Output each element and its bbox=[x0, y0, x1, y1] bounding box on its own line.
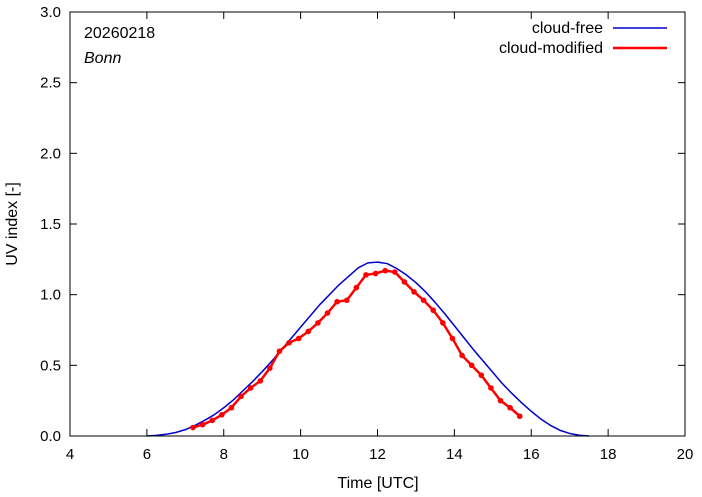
data-point-cloud-modified bbox=[190, 424, 196, 431]
y-tick-label: 1.5 bbox=[40, 216, 61, 233]
y-tick-label: 0.5 bbox=[40, 357, 61, 374]
series-line-cloud-free bbox=[146, 261, 589, 437]
data-point-cloud-modified bbox=[363, 272, 369, 278]
plot-frame bbox=[69, 11, 686, 437]
data-point-cloud-modified bbox=[468, 362, 475, 369]
x-axis-title: Time [UTC] bbox=[337, 475, 418, 492]
data-point-cloud-modified bbox=[257, 378, 264, 384]
data-point-cloud-modified bbox=[324, 310, 331, 316]
data-point-cloud-modified bbox=[382, 267, 388, 274]
y-tick-label: 1.0 bbox=[40, 287, 61, 304]
y-tick-label: 2.5 bbox=[40, 75, 61, 92]
x-tick-label: 4 bbox=[66, 446, 74, 463]
date-label: 20260218 bbox=[84, 25, 155, 42]
data-point-cloud-modified bbox=[411, 289, 417, 295]
data-point-cloud-modified bbox=[440, 320, 446, 326]
location-label: Bonn bbox=[84, 50, 121, 67]
data-point-cloud-modified bbox=[516, 413, 523, 420]
data-point-cloud-modified bbox=[238, 393, 244, 400]
data-point-cloud-modified bbox=[247, 385, 254, 391]
data-point-cloud-modified bbox=[276, 348, 283, 355]
x-tick-label: 12 bbox=[369, 446, 386, 463]
data-point-cloud-modified bbox=[353, 284, 360, 291]
data-point-cloud-modified bbox=[391, 269, 398, 275]
data-point-cloud-modified bbox=[507, 404, 513, 411]
data-point-cloud-modified bbox=[478, 372, 485, 379]
data-point-cloud-modified bbox=[488, 385, 494, 391]
data-point-cloud-modified bbox=[401, 279, 408, 285]
data-point-cloud-modified bbox=[315, 320, 321, 326]
data-point-cloud-modified bbox=[305, 328, 312, 335]
y-axis-title: UV index [-] bbox=[4, 182, 21, 266]
data-point-cloud-modified bbox=[228, 404, 235, 411]
data-point-cloud-modified bbox=[449, 335, 456, 342]
data-point-cloud-modified bbox=[286, 339, 292, 346]
data-point-cloud-modified bbox=[267, 365, 273, 371]
x-tick-label: 8 bbox=[220, 446, 228, 463]
series-line-cloud-modified bbox=[192, 269, 521, 429]
data-point-cloud-modified bbox=[295, 335, 302, 342]
data-point-cloud-modified bbox=[209, 417, 216, 424]
y-tick-label: 2.0 bbox=[40, 145, 61, 162]
axes: 4 6 8 10 12 14 16 18 20 0.0 0.5 1.0 1.5 2.0 2.5 3.0 bbox=[40, 4, 693, 463]
data-point-cloud-modified bbox=[497, 397, 504, 404]
y-tick-label: 3.0 bbox=[40, 4, 61, 21]
legend-label-cloud-modified: cloud-modified bbox=[499, 40, 603, 57]
data-point-cloud-modified bbox=[372, 270, 379, 277]
x-tick-label: 10 bbox=[292, 446, 309, 463]
data-point-cloud-modified bbox=[343, 297, 350, 304]
y-tick-label: 0.0 bbox=[40, 428, 61, 445]
data-point-cloud-modified bbox=[199, 421, 206, 428]
data-point-cloud-modified bbox=[459, 352, 465, 359]
data-point-cloud-modified bbox=[334, 298, 340, 305]
legend-label-cloud-free: cloud-free bbox=[532, 20, 603, 37]
x-tick-label: 6 bbox=[143, 446, 151, 463]
legend: cloud-free cloud-modified bbox=[499, 20, 667, 57]
x-tick-label: 14 bbox=[446, 446, 463, 463]
x-tick-label: 16 bbox=[523, 446, 540, 463]
x-tick-label: 20 bbox=[677, 446, 694, 463]
data-point-cloud-modified bbox=[219, 412, 225, 418]
plot-area bbox=[146, 261, 589, 437]
data-point-cloud-modified bbox=[430, 307, 437, 314]
x-tick-label: 18 bbox=[600, 446, 617, 463]
data-point-cloud-modified bbox=[420, 297, 427, 304]
